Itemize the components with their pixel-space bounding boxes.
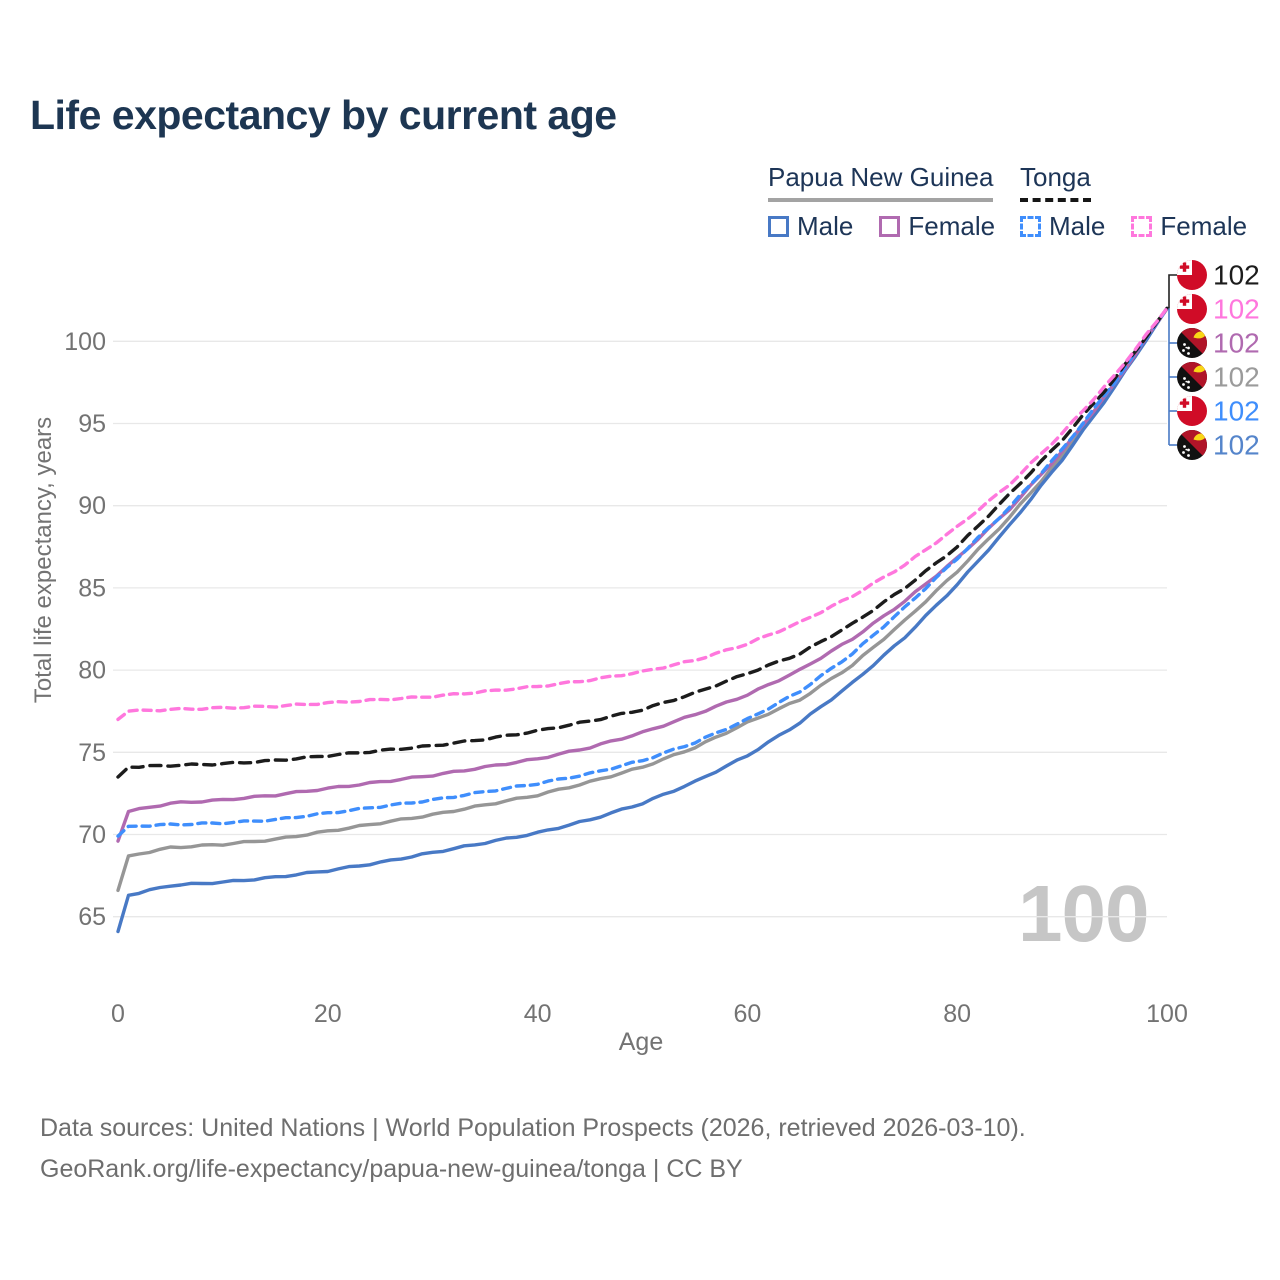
end-value-label: 102 xyxy=(1213,430,1260,461)
papua-new-guinea-flag-icon xyxy=(1177,362,1207,392)
legend-swatch-solid-icon xyxy=(768,216,789,237)
legend-item-tonga-female[interactable]: Female xyxy=(1131,211,1247,242)
tonga-flag-icon xyxy=(1177,396,1207,426)
legend-item-label: Female xyxy=(1160,211,1248,241)
series-line-papua-new-guinea-female[interactable] xyxy=(116,306,1169,843)
x-tick-label-40: 40 xyxy=(524,1000,552,1028)
legend-swatch-dashed-icon xyxy=(1020,216,1041,237)
x-tick-label-0: 0 xyxy=(111,1000,125,1028)
legend-group-tonga: Tonga Male Female xyxy=(1020,162,1247,242)
end-value-label: 102 xyxy=(1213,396,1260,427)
end-label-row-tonga: 102 xyxy=(1177,260,1260,291)
legend-header-papua-new-guinea[interactable]: Papua New Guinea xyxy=(768,162,994,202)
y-tick-label-75: 75 xyxy=(78,739,106,767)
end-label-row-papua-new-guinea-male: 102 xyxy=(1177,430,1260,461)
legend-header-tonga[interactable]: Tonga xyxy=(1020,162,1091,202)
end-value-label: 102 xyxy=(1213,260,1260,291)
legend-item-label: Male xyxy=(797,211,854,241)
end-label-row-papua-new-guinea: 102 xyxy=(1177,362,1260,393)
legend-items-tonga: Male Female xyxy=(1020,211,1247,242)
y-tick-label-95: 95 xyxy=(78,410,106,438)
legend-group-papua-new-guinea: Papua New Guinea Male Female xyxy=(768,162,995,242)
y-tick-label-65: 65 xyxy=(78,903,106,931)
end-label-row-tonga-male: 102 xyxy=(1177,396,1260,427)
x-tick-label-80: 80 xyxy=(943,1000,971,1028)
legend-swatch-dashed-icon xyxy=(1131,216,1153,237)
series-line-tonga[interactable] xyxy=(116,306,1169,779)
series-line-papua-new-guinea[interactable] xyxy=(116,306,1169,893)
legend-item-label: Male xyxy=(1049,211,1106,241)
end-label-row-tonga-female: 102 xyxy=(1177,294,1260,325)
y-tick-label-100: 100 xyxy=(64,328,106,356)
x-axis-title: Age xyxy=(618,1028,664,1056)
y-tick-label-70: 70 xyxy=(78,821,106,849)
y-axis-title: Total life expectancy, years xyxy=(30,416,57,704)
y-tick-label-80: 80 xyxy=(78,657,106,685)
footer: Data sources: United Nations | World Pop… xyxy=(40,1108,1026,1190)
legend-item-png-male[interactable]: Male xyxy=(768,211,853,242)
age-watermark: 100 xyxy=(1018,869,1149,958)
x-tick-label-100: 100 xyxy=(1146,1000,1188,1028)
footer-link[interactable]: GeoRank.org/life-expectancy/papua-new-gu… xyxy=(40,1155,743,1183)
series-line-tonga-male[interactable] xyxy=(116,306,1169,838)
legend-swatch-solid-icon xyxy=(879,216,901,237)
papua-new-guinea-flag-icon xyxy=(1177,328,1207,358)
papua-new-guinea-flag-icon xyxy=(1177,430,1207,460)
series-line-tonga-female[interactable] xyxy=(116,306,1169,722)
end-value-label: 102 xyxy=(1213,328,1260,359)
tonga-flag-icon xyxy=(1177,294,1207,324)
footer-data-sources: Data sources: United Nations | World Pop… xyxy=(40,1114,1026,1142)
x-tick-label-60: 60 xyxy=(733,1000,761,1028)
tonga-flag-icon xyxy=(1177,260,1207,290)
chart-title: Life expectancy by current age xyxy=(30,92,617,138)
end-value-label: 102 xyxy=(1213,362,1260,393)
legend-items-papua-new-guinea: Male Female xyxy=(768,211,995,242)
end-label-connector-top xyxy=(1168,274,1177,309)
legend-item-png-female[interactable]: Female xyxy=(879,211,995,242)
end-label-connector-bottom xyxy=(1168,308,1177,446)
y-tick-label-90: 90 xyxy=(78,492,106,520)
series-line-papua-new-guinea-male[interactable] xyxy=(116,306,1169,934)
x-tick-label-20: 20 xyxy=(314,1000,342,1028)
legend-item-label: Female xyxy=(908,211,996,241)
end-label-row-papua-new-guinea-female: 102 xyxy=(1177,328,1260,359)
legend-item-tonga-male[interactable]: Male xyxy=(1020,211,1105,242)
y-tick-label-85: 85 xyxy=(78,574,106,602)
end-value-label: 102 xyxy=(1213,294,1260,325)
